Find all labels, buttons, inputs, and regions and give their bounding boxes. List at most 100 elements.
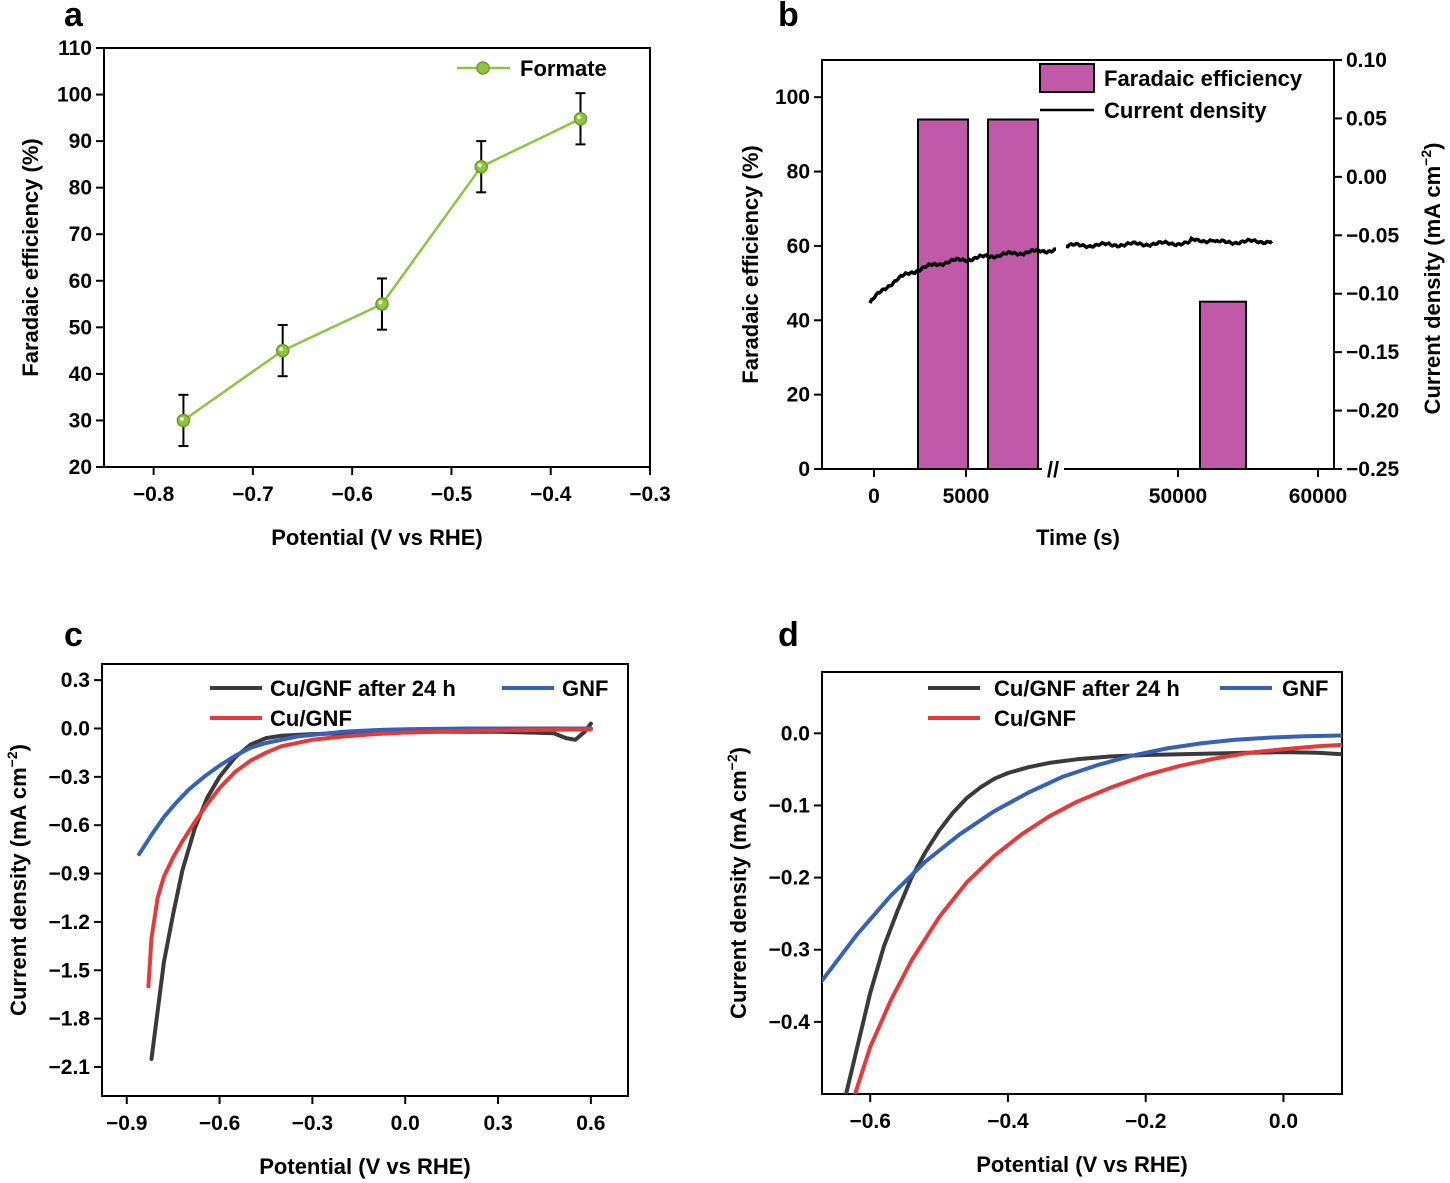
y-tick-label: 20 <box>69 456 92 479</box>
y-tick-label: −1.5 <box>49 959 91 982</box>
y-tick-label: 90 <box>69 130 92 153</box>
y-axis-label-superscript: −2 <box>4 751 20 767</box>
panel-d-letter: d <box>778 616 799 654</box>
y-right-tick-label: −0.10 <box>1346 283 1399 306</box>
y-tick-label: 20 <box>787 384 810 407</box>
x-tick-label: 0.0 <box>391 1112 420 1135</box>
data-point-highlight <box>378 300 383 305</box>
legend-label-gnf: GNF <box>562 676 608 701</box>
data-point-highlight <box>179 416 184 421</box>
y-axis-label: Current density (mA cm−2) <box>724 747 751 1019</box>
y-right-axis-label: Current density (mA cm−2) <box>1418 143 1445 415</box>
y-tick-label: 50 <box>69 316 92 339</box>
y-axis-label-close: ) <box>726 747 751 754</box>
data-point <box>474 159 488 174</box>
x-tick-label: −0.3 <box>292 1112 333 1135</box>
y-tick-label: −0.3 <box>49 766 90 789</box>
panel-c-letter: c <box>64 616 83 654</box>
x-axis-label: Time (s) <box>1036 525 1120 550</box>
y-tick-label: 70 <box>69 223 92 246</box>
y-tick-label: 0.3 <box>61 669 90 692</box>
fe-bar <box>1199 300 1247 470</box>
y-tick-label: −0.1 <box>769 794 811 817</box>
x-tick-label: 0.3 <box>483 1112 512 1135</box>
legend-swatch-faradaic-efficiency <box>1039 63 1095 93</box>
series-group <box>182 117 582 422</box>
current-density-trace-early <box>868 247 1056 304</box>
plot-frame <box>101 663 629 1097</box>
x-axis-label: Potential (V vs RHE) <box>271 525 482 550</box>
y-right-axis-label-close: ) <box>1420 143 1445 150</box>
series-line-gnf <box>137 726 593 857</box>
y-right-tick-label: −0.05 <box>1346 224 1399 247</box>
plot-frame <box>821 59 1335 470</box>
panel-b-chart: 0 20 40 60 80 100 −0.25 −0.20 −0.15 −0.10 −0.05 0.0… <box>738 49 1445 550</box>
y-right-axis-label-text: Current density (mA cm <box>1420 166 1445 415</box>
x-tick-label: −0.6 <box>331 483 372 506</box>
x-tick-label: −0.6 <box>849 1110 890 1133</box>
y-tick-label: −0.4 <box>769 1011 811 1034</box>
plot-frame <box>103 47 651 468</box>
y-tick-label: 100 <box>57 84 92 107</box>
x-tick-label: −0.2 <box>1125 1110 1166 1133</box>
series-line-cu-gnf <box>146 727 593 989</box>
y-tick-label: 80 <box>69 177 92 200</box>
fe-bar <box>917 118 969 470</box>
x-axis-label: Potential (V vs RHE) <box>259 1154 470 1179</box>
x-tick-label: 60000 <box>1289 485 1347 508</box>
legend-label-cu-gnf-after-24-h: Cu/GNF after 24 h <box>994 676 1180 701</box>
y-tick-label: −0.6 <box>49 814 90 837</box>
y-tick-label: −1.2 <box>49 911 90 934</box>
legend-label-cu-gnf-after-24-h: Cu/GNF after 24 h <box>270 676 456 701</box>
legend-marker-formate <box>476 61 490 75</box>
series-group <box>137 721 593 1061</box>
x-tick-label: 0.6 <box>576 1112 605 1135</box>
data-point <box>275 343 290 358</box>
series-line-formate <box>182 117 582 422</box>
data-point <box>176 413 191 428</box>
x-tick-label: −0.6 <box>199 1112 240 1135</box>
x-axis-label: Potential (V vs RHE) <box>976 1152 1187 1177</box>
y-tick-label: −1.8 <box>49 1008 91 1031</box>
legend-label-cu-gnf: Cu/GNF <box>270 706 352 731</box>
y-tick-label: 40 <box>69 363 92 386</box>
series-line-cu-gnf-after-24-h <box>844 750 1342 1094</box>
series-line-cu-gnf <box>853 742 1342 1094</box>
legend-label-current-density: Current density <box>1104 98 1267 123</box>
y-tick-label: −0.3 <box>769 939 810 962</box>
x-tick-label: −0.4 <box>987 1110 1029 1133</box>
x-tick-label: −0.4 <box>530 483 572 506</box>
x-tick-label: 0 <box>868 485 880 508</box>
legend-label-faradaic-efficiency: Faradaic efficiency <box>1104 66 1303 91</box>
x-tick-label: 5000 <box>943 485 990 508</box>
panel-d-chart: −0.6 −0.4 −0.2 0.0 −0.4 −0.3 −0.2 −0.1 0.0 Potent… <box>724 671 1343 1177</box>
y-tick-label: 0 <box>798 458 810 481</box>
y-axis-label-text: Faradaic efficiency (%) <box>18 138 43 376</box>
data-point-highlight <box>577 115 582 120</box>
fe-bar <box>987 118 1039 470</box>
x-tick-label: 0.0 <box>1269 1110 1298 1133</box>
y-right-tick-label: −0.20 <box>1346 400 1399 423</box>
y-axis-label: Faradaic efficiency (%) <box>738 145 763 383</box>
series-line-gnf <box>822 733 1342 983</box>
data-point-highlight <box>477 163 482 168</box>
y-tick-label: 0.0 <box>61 717 90 740</box>
y-tick-label: 100 <box>775 86 810 109</box>
legend-label-formate: Formate <box>520 56 607 81</box>
panel-a-letter: a <box>64 0 84 34</box>
series-group <box>822 733 1342 1094</box>
y-axis-label-text: Current density (mA cm <box>726 770 751 1019</box>
y-tick-label: −2.1 <box>49 1056 91 1079</box>
data-point <box>375 297 389 311</box>
y-axis-label-superscript: −2 <box>724 754 740 770</box>
y-tick-label: 80 <box>787 161 810 184</box>
series-line-cu-gnf-after-24-h <box>149 721 593 1061</box>
x-tick-label: −0.8 <box>133 483 175 506</box>
y-tick-label: 60 <box>69 270 92 293</box>
legend-label-gnf: GNF <box>1282 676 1328 701</box>
y-right-tick-label: 0.00 <box>1346 166 1387 189</box>
x-tick-label: −0.7 <box>232 483 273 506</box>
data-point-highlight <box>279 347 284 352</box>
y-axis-label-close: ) <box>6 744 31 751</box>
x-tick-label: −0.3 <box>629 483 670 506</box>
